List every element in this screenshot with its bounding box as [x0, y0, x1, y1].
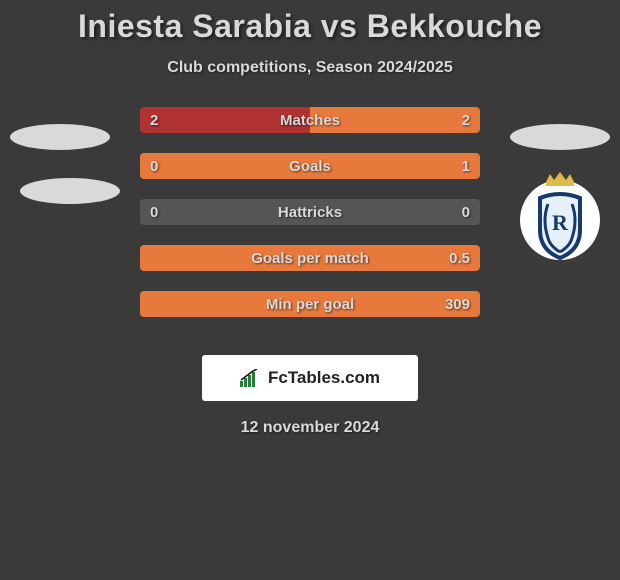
stat-value-right: 0 [462, 199, 470, 225]
page-subtitle: Club competitions, Season 2024/2025 [0, 59, 620, 77]
bar-right-fill [140, 291, 480, 317]
stat-row: Min per goal309 [0, 291, 620, 337]
bar-right-fill [140, 245, 480, 271]
stat-value-left: 0 [150, 153, 158, 179]
stat-row: Goals01 [0, 153, 620, 199]
comparison-bars: Matches22Goals01Hattricks00Goals per mat… [0, 107, 620, 337]
page-title: Iniesta Sarabia vs Bekkouche [0, 0, 620, 45]
stat-value-left: 2 [150, 107, 158, 133]
bar-track [140, 199, 480, 225]
bar-track [140, 107, 480, 133]
stat-value-left: 0 [150, 199, 158, 225]
brand-badge[interactable]: FcTables.com [202, 355, 418, 401]
bar-track [140, 245, 480, 271]
bars-icon [240, 369, 262, 387]
bar-left-fill [140, 107, 310, 133]
bar-track [140, 153, 480, 179]
stat-row: Goals per match0.5 [0, 245, 620, 291]
bar-track [140, 291, 480, 317]
stat-value-right: 309 [445, 291, 470, 317]
stat-value-right: 1 [462, 153, 470, 179]
stat-row: Hattricks00 [0, 199, 620, 245]
stat-row: Matches22 [0, 107, 620, 153]
stat-value-right: 0.5 [449, 245, 470, 271]
brand-text: FcTables.com [268, 368, 380, 388]
bar-right-fill [140, 153, 480, 179]
bar-right-fill [310, 107, 480, 133]
date-text: 12 november 2024 [0, 419, 620, 437]
stat-value-right: 2 [462, 107, 470, 133]
